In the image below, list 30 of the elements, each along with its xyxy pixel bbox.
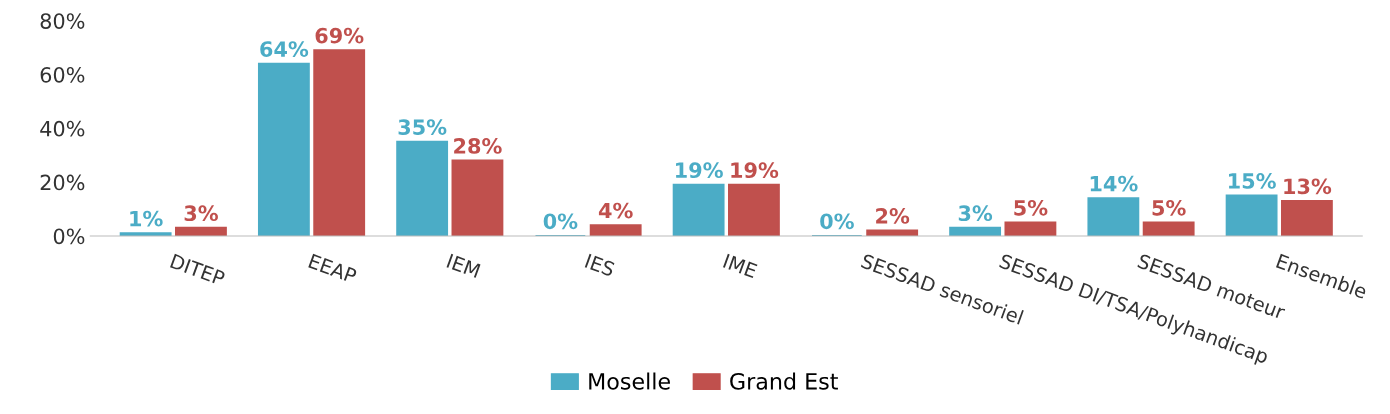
y-tick-label: 60% bbox=[40, 66, 85, 83]
x-tick-label: DITEP bbox=[170, 253, 226, 286]
data-label: 15% bbox=[1229, 173, 1276, 189]
x-tick-label: IES bbox=[584, 253, 616, 277]
x-tick-label: IME bbox=[723, 253, 758, 279]
x-tick-label: EEAP bbox=[308, 253, 358, 284]
data-label: 69% bbox=[315, 27, 364, 44]
data-label: 14% bbox=[1090, 175, 1138, 192]
legend-label: Moselle bbox=[589, 372, 670, 390]
y-tick-label: 80% bbox=[40, 13, 85, 29]
data-label: 19% bbox=[731, 162, 779, 179]
y-tick-label: 40% bbox=[40, 120, 85, 137]
data-label: 19% bbox=[676, 162, 723, 179]
data-label: 5% bbox=[1014, 199, 1048, 216]
data-label: 3% bbox=[958, 205, 993, 222]
data-label: 5% bbox=[1152, 199, 1186, 216]
y-tick-label: 0% bbox=[53, 228, 85, 245]
data-label: 2% bbox=[876, 208, 910, 224]
data-label: 64% bbox=[260, 41, 309, 57]
legend-label: Grand Est bbox=[730, 372, 838, 390]
x-tick-label: IEM bbox=[446, 253, 481, 278]
data-label: 3% bbox=[184, 205, 218, 222]
data-label: 0% bbox=[820, 213, 854, 230]
data-label: 35% bbox=[398, 119, 447, 135]
data-label: 28% bbox=[454, 138, 502, 154]
data-label: 4% bbox=[598, 202, 633, 219]
data-label: 1% bbox=[130, 210, 163, 227]
y-tick-label: 20% bbox=[40, 174, 85, 191]
data-label: 13% bbox=[1284, 178, 1332, 195]
data-label: 0% bbox=[543, 213, 578, 230]
